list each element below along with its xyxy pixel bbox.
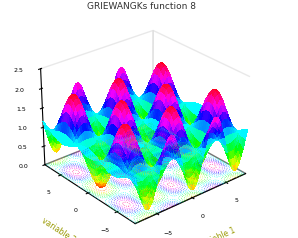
X-axis label: variable 1: variable 1 <box>198 226 237 238</box>
Y-axis label: variable 2: variable 2 <box>40 216 77 238</box>
Title: GRIEWANGKs function 8: GRIEWANGKs function 8 <box>87 2 196 11</box>
